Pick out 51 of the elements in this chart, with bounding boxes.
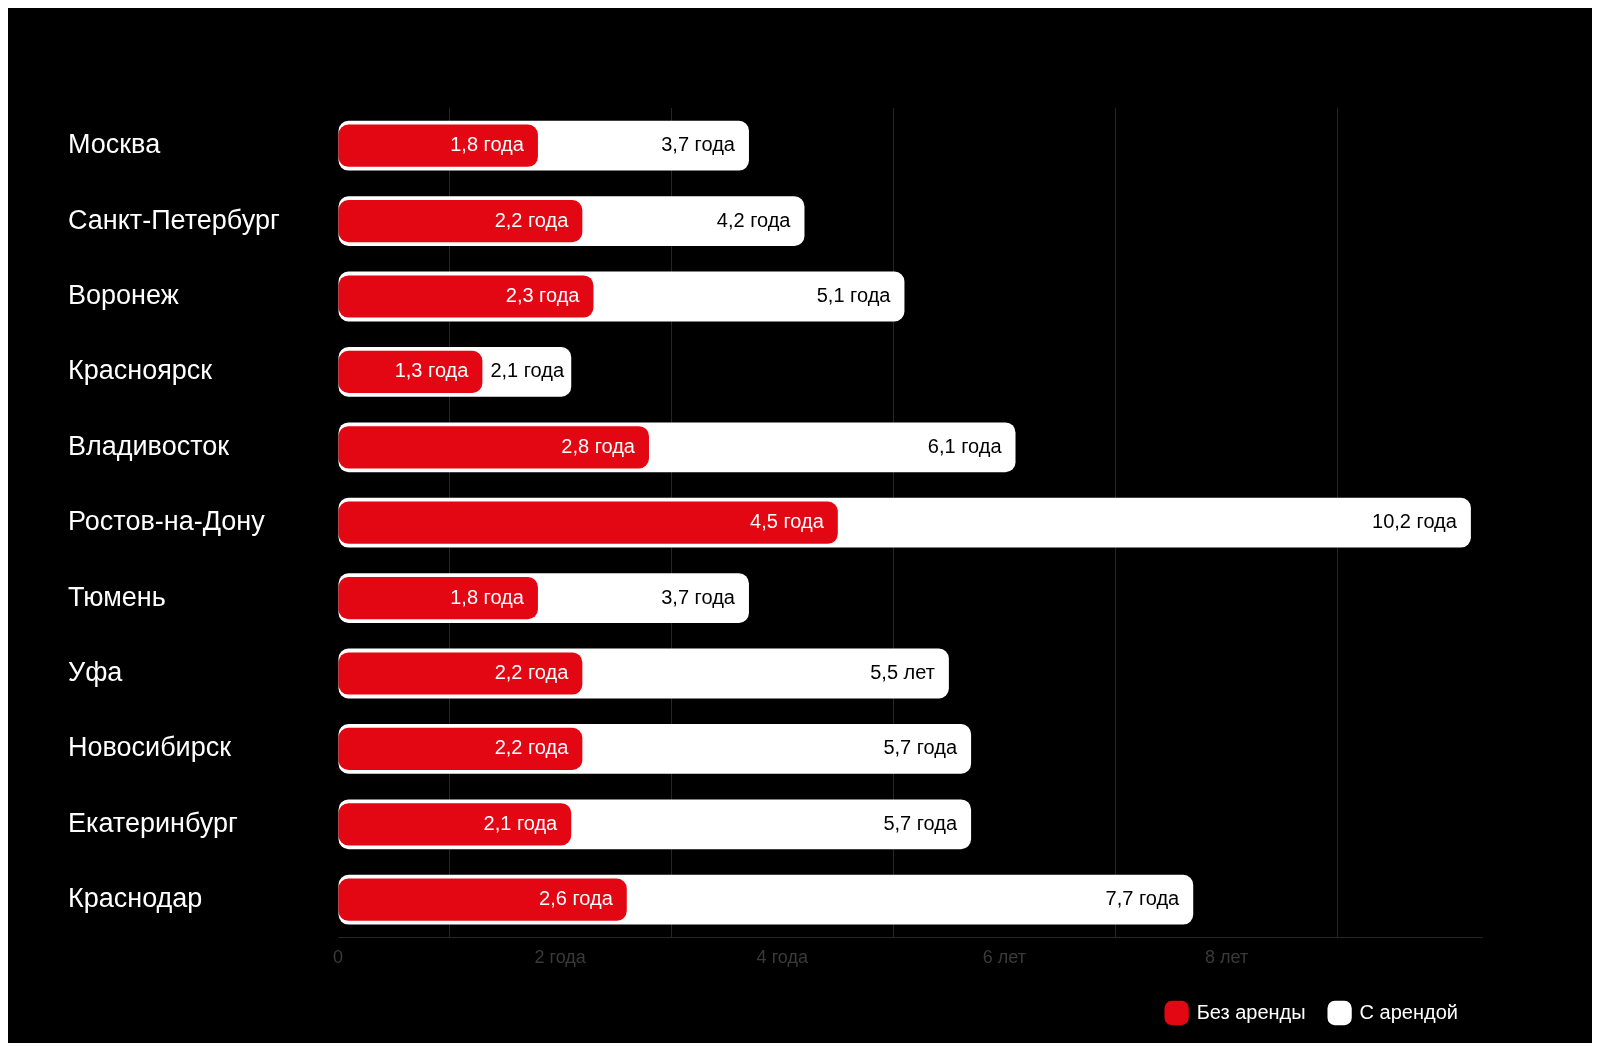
- x-tick-label: 4 года: [756, 947, 809, 968]
- y-tick-label: Москва: [68, 129, 162, 160]
- data-label: 2,3 года: [505, 284, 581, 307]
- data-label: 3,7 года: [661, 133, 736, 156]
- data-label: 7,7 года: [1105, 887, 1181, 910]
- bar: [338, 275, 594, 318]
- bar: [338, 501, 838, 544]
- data-label: 1,3 года: [394, 359, 470, 382]
- data-label: 4,5 года: [750, 510, 825, 533]
- data-label: 2,2 года: [494, 208, 570, 231]
- data-label: 2,1 года: [490, 359, 565, 382]
- data-label: 2,1 года: [483, 811, 559, 834]
- bar: [338, 199, 583, 243]
- bar: [338, 727, 583, 771]
- data-label: 2,6 года: [539, 887, 614, 910]
- data-label: 5,7 года: [883, 736, 958, 759]
- x-tick-label: 6 лет: [982, 947, 1026, 968]
- data-label: 3,7 года: [661, 585, 736, 608]
- y-tick-label: Новосибирск: [68, 732, 232, 763]
- x-tick-label: 2 года: [534, 947, 587, 968]
- legend-label: С арендой: [1359, 1000, 1459, 1023]
- bar: [338, 426, 649, 469]
- bar: [338, 803, 572, 846]
- bar: [338, 350, 483, 394]
- bar: [338, 652, 583, 695]
- y-tick-label: Краснодар: [68, 883, 203, 914]
- data-label: 4,2 года: [716, 208, 792, 231]
- legend-label: Без аренды: [1196, 1000, 1306, 1023]
- data-label: 1,8 года: [450, 585, 525, 608]
- data-label: 2,8 года: [561, 434, 636, 457]
- y-tick-label: Красноярск: [68, 355, 213, 386]
- y-tick-label: Воронеж: [68, 279, 179, 310]
- bar: [338, 576, 538, 620]
- data-label: 10,2 года: [1372, 510, 1458, 533]
- y-tick-label: Тюмень: [68, 581, 166, 612]
- y-tick-label: Санкт-Петербург: [68, 204, 280, 235]
- data-label: 6,1 года: [927, 434, 1003, 457]
- data-label: 2,2 года: [494, 736, 570, 759]
- y-tick-label: Ростов-на-Дону: [68, 506, 266, 537]
- data-label: 5,5 лет: [870, 661, 935, 684]
- bar: [338, 124, 538, 167]
- x-tick-label: 0: [332, 947, 344, 968]
- data-label: 1,8 года: [450, 133, 525, 156]
- data-label: 5,7 года: [883, 811, 958, 834]
- bar: [338, 878, 627, 921]
- data-label: 2,2 года: [494, 661, 570, 684]
- data-label: 5,1 года: [816, 284, 892, 307]
- y-tick-label: Владивосток: [68, 430, 230, 461]
- x-tick-label: 8 лет: [1204, 947, 1249, 968]
- y-tick-label: Уфа: [68, 656, 124, 687]
- y-tick-label: Екатеринбург: [68, 807, 239, 838]
